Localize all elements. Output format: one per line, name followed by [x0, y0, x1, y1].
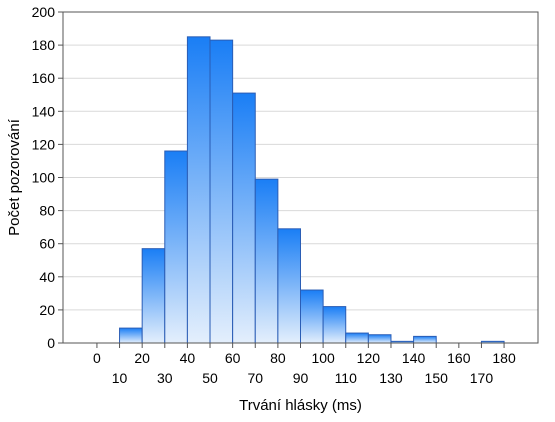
- y-tick-label: 20: [39, 302, 55, 318]
- x-tick-label: 80: [270, 350, 286, 366]
- histogram-bar: [186, 36, 211, 344]
- y-tick-label: 80: [39, 203, 55, 219]
- y-tick-label: 100: [32, 170, 56, 186]
- x-tick-label: 170: [470, 370, 494, 386]
- x-tick-label: 100: [311, 350, 335, 366]
- histogram-bar: [141, 248, 166, 344]
- histogram-bar: [413, 335, 437, 344]
- histogram-bar: [277, 228, 301, 344]
- x-tick-label: 150: [425, 370, 449, 386]
- x-tick-label: 70: [247, 370, 263, 386]
- histogram-bar: [164, 150, 188, 344]
- y-tick-label: 120: [32, 136, 56, 152]
- y-tick-label: 160: [32, 70, 56, 86]
- x-axis-title: Trvání hlásky (ms): [239, 397, 362, 414]
- histogram-bar: [367, 334, 392, 344]
- x-tick-label: 60: [225, 350, 241, 366]
- x-axis: 0 20 40 60 80 100 120 140 160 180 10 30 50 70 90 110 130…: [93, 343, 516, 386]
- histogram-bar: [322, 306, 347, 344]
- x-tick-label: 90: [293, 370, 309, 386]
- histogram-bar: [232, 92, 256, 344]
- y-axis: 0 20 40 60 80 100 120 140 160 180 200: [32, 4, 63, 351]
- histogram-bar: [345, 332, 369, 344]
- y-axis-title: Počet pozorování: [6, 118, 23, 236]
- histogram-bar: [300, 289, 324, 344]
- histogram-bar: [119, 327, 143, 344]
- y-tick-label: 140: [32, 103, 56, 119]
- histogram-bar: [254, 178, 279, 344]
- x-tick-label: 20: [134, 350, 150, 366]
- x-tick-label: 120: [357, 350, 381, 366]
- histogram-bar: [209, 39, 234, 344]
- x-tick-label: 50: [202, 370, 218, 386]
- x-tick-label: 0: [93, 350, 101, 366]
- x-tick-label: 180: [492, 350, 516, 366]
- y-tick-label: 60: [39, 236, 55, 252]
- x-tick-label: 130: [379, 370, 403, 386]
- x-tick-label: 110: [335, 370, 358, 386]
- y-tick-label: 40: [39, 269, 55, 285]
- bars: [119, 36, 505, 344]
- x-tick-label: 40: [180, 350, 196, 366]
- x-tick-label: 10: [112, 370, 128, 386]
- y-tick-label: 180: [32, 37, 56, 53]
- y-tick-label: 0: [47, 335, 55, 351]
- x-tick-label: 160: [447, 350, 471, 366]
- x-tick-label: 140: [402, 350, 426, 366]
- x-tick-label: 30: [157, 370, 173, 386]
- y-tick-label: 200: [32, 4, 56, 20]
